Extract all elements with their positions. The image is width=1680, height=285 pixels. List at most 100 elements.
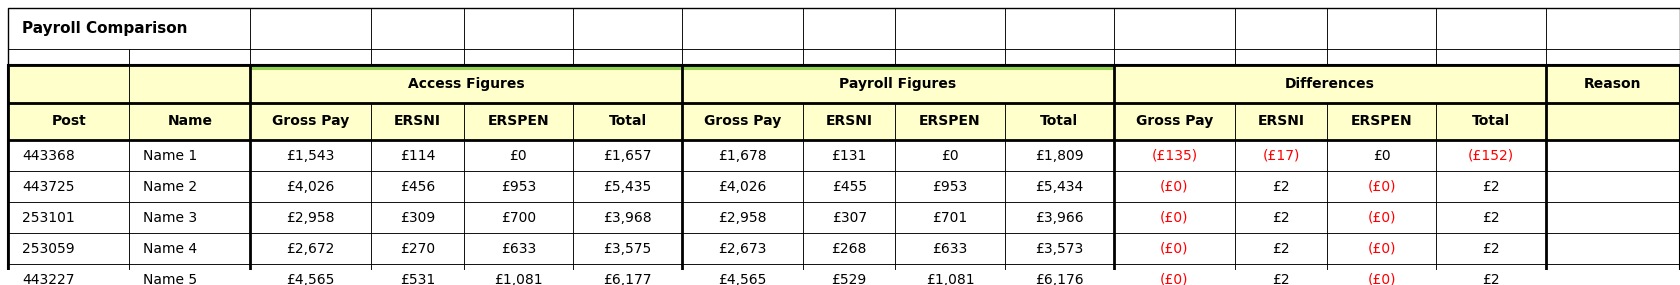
- Bar: [1235, 171, 1327, 202]
- Bar: [1114, 65, 1546, 103]
- Bar: [464, 233, 573, 264]
- Bar: [1436, 264, 1546, 285]
- Bar: [250, 233, 371, 264]
- Text: £2,672: £2,672: [287, 242, 334, 256]
- Text: £4,026: £4,026: [287, 180, 334, 194]
- Bar: [682, 65, 1114, 103]
- Text: £456: £456: [400, 180, 435, 194]
- Bar: [1546, 233, 1680, 264]
- Text: £953: £953: [501, 180, 536, 194]
- Text: £0: £0: [941, 149, 959, 163]
- Text: £307: £307: [832, 211, 867, 225]
- Bar: [1114, 103, 1235, 140]
- Bar: [250, 65, 682, 70]
- Bar: [129, 103, 250, 140]
- Bar: [1546, 103, 1680, 140]
- Text: 443368: 443368: [22, 149, 74, 163]
- Text: Total: Total: [1040, 114, 1079, 129]
- Bar: [464, 140, 573, 171]
- Bar: [573, 48, 682, 65]
- Bar: [682, 171, 803, 202]
- Text: Total: Total: [1472, 114, 1510, 129]
- Bar: [1546, 140, 1680, 171]
- Text: (£0): (£0): [1368, 242, 1396, 256]
- Text: £268: £268: [832, 242, 867, 256]
- Text: £633: £633: [501, 242, 536, 256]
- Bar: [1436, 171, 1546, 202]
- Text: ERSNI: ERSNI: [827, 114, 872, 129]
- Text: Payroll Figures: Payroll Figures: [840, 77, 956, 91]
- Bar: [1114, 202, 1235, 233]
- Bar: [1546, 48, 1680, 65]
- Bar: [250, 8, 371, 48]
- Bar: [464, 171, 573, 202]
- Bar: [250, 140, 371, 171]
- Text: £270: £270: [400, 242, 435, 256]
- Bar: [464, 171, 573, 202]
- Bar: [371, 171, 464, 202]
- Bar: [803, 171, 895, 202]
- Text: £531: £531: [400, 273, 435, 285]
- Text: Name 1: Name 1: [143, 149, 197, 163]
- Bar: [682, 48, 803, 65]
- Bar: [895, 202, 1005, 233]
- Bar: [129, 233, 250, 264]
- Bar: [8, 140, 129, 171]
- Text: Reason: Reason: [1584, 77, 1641, 91]
- Bar: [1327, 103, 1436, 140]
- Bar: [682, 103, 803, 140]
- Text: (£135): (£135): [1151, 149, 1198, 163]
- Bar: [1235, 233, 1327, 264]
- Bar: [1114, 264, 1235, 285]
- Text: (£152): (£152): [1468, 149, 1514, 163]
- Bar: [371, 264, 464, 285]
- Bar: [895, 233, 1005, 264]
- Bar: [250, 65, 682, 103]
- Bar: [1005, 233, 1114, 264]
- Text: Differences: Differences: [1285, 77, 1374, 91]
- Bar: [129, 202, 250, 233]
- Bar: [1327, 202, 1436, 233]
- Bar: [1436, 103, 1546, 140]
- Text: £633: £633: [932, 242, 968, 256]
- Text: Post: Post: [52, 114, 86, 129]
- Bar: [803, 103, 895, 140]
- Bar: [803, 171, 895, 202]
- Bar: [682, 140, 803, 171]
- Text: £3,968: £3,968: [603, 211, 652, 225]
- Bar: [1005, 264, 1114, 285]
- Bar: [573, 103, 682, 140]
- Bar: [1327, 171, 1436, 202]
- Text: Payroll Comparison: Payroll Comparison: [22, 21, 188, 36]
- Text: £2: £2: [1482, 273, 1500, 285]
- Text: £131: £131: [832, 149, 867, 163]
- Bar: [371, 202, 464, 233]
- Text: Gross Pay: Gross Pay: [704, 114, 781, 129]
- Text: 253059: 253059: [22, 242, 74, 256]
- Text: Name 4: Name 4: [143, 242, 197, 256]
- Bar: [895, 8, 1005, 48]
- Bar: [371, 103, 464, 140]
- Bar: [1436, 140, 1546, 171]
- Text: £2,958: £2,958: [719, 211, 766, 225]
- Text: 443725: 443725: [22, 180, 74, 194]
- Bar: [1235, 140, 1327, 171]
- Text: £1,081: £1,081: [926, 273, 974, 285]
- Bar: [1436, 103, 1546, 140]
- Bar: [573, 171, 682, 202]
- Bar: [250, 48, 371, 65]
- Text: Total: Total: [608, 114, 647, 129]
- Bar: [1005, 171, 1114, 202]
- Bar: [895, 48, 1005, 65]
- Text: £701: £701: [932, 211, 968, 225]
- Bar: [1235, 103, 1327, 140]
- Bar: [1114, 65, 1546, 103]
- Bar: [573, 8, 682, 48]
- Text: £2,673: £2,673: [719, 242, 766, 256]
- Bar: [1114, 140, 1235, 171]
- Bar: [1114, 8, 1235, 48]
- Bar: [1005, 202, 1114, 233]
- Bar: [371, 171, 464, 202]
- Bar: [803, 202, 895, 233]
- Bar: [8, 103, 129, 140]
